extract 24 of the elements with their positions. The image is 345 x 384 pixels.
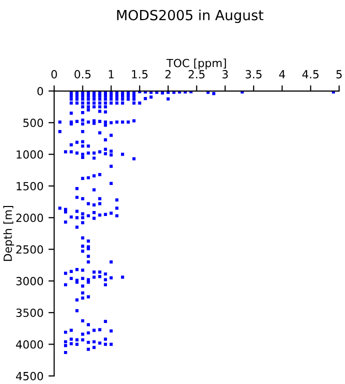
x-tick-label: 2.5 — [188, 70, 205, 78]
y-tick-label: 1500 — [16, 182, 44, 190]
y-axis-title: Depth [m] — [3, 206, 14, 261]
x-tick-label: 1 — [108, 70, 114, 78]
y-tick-label: 2500 — [16, 245, 44, 254]
y-tick-label: 0 — [37, 86, 44, 96]
y-tick-label: 1000 — [16, 150, 44, 159]
y-tick-label: 2000 — [16, 214, 44, 222]
y-tick-label: 3500 — [16, 308, 44, 317]
y-tick-label: 4000 — [16, 340, 44, 349]
y-tick-label: 3000 — [16, 276, 44, 286]
x-tick-label: 0.5 — [74, 70, 91, 78]
x-tick-label: 3.5 — [246, 70, 262, 78]
x-tick-label: 4.5 — [302, 70, 319, 78]
x-tick-label: 2 — [165, 70, 171, 78]
x-tick-label: 3 — [222, 70, 228, 78]
x-tick-label: 4 — [279, 70, 286, 78]
x-tick-label: 1.5 — [132, 70, 148, 78]
chart-title: MODS2005 in August — [117, 10, 264, 24]
x-axis-title: TOC [ppm] — [166, 58, 226, 70]
y-tick-label: 500 — [23, 118, 44, 128]
y-tick-label: 4500 — [16, 372, 44, 380]
x-tick-label: 0 — [51, 70, 57, 78]
x-tick-label: 5 — [336, 70, 342, 78]
